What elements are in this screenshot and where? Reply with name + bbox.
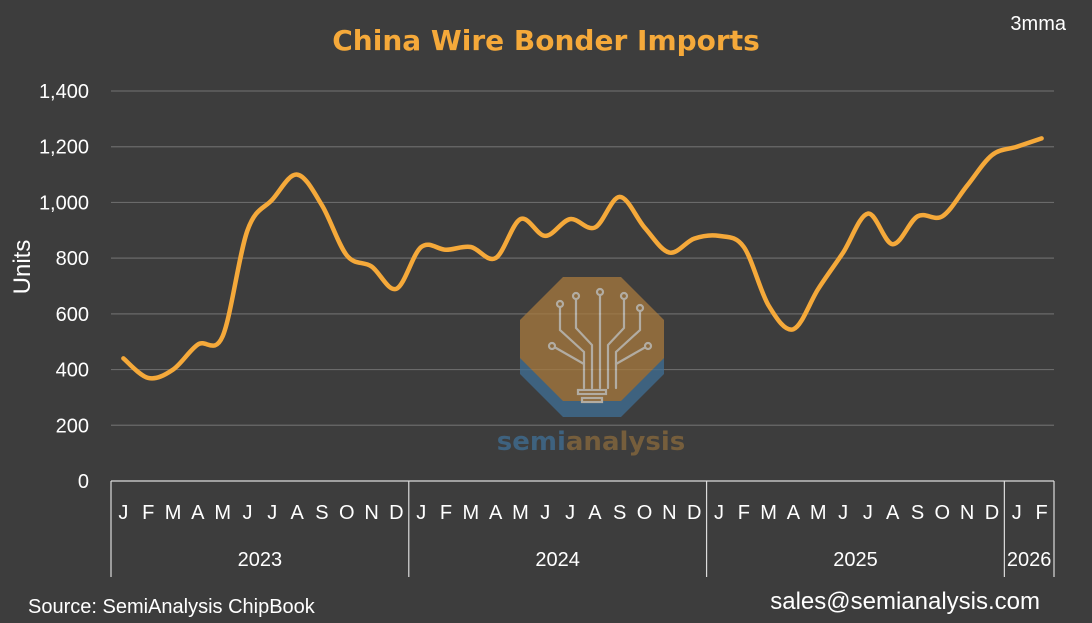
year-tick-label: 2026	[1007, 549, 1052, 571]
y-tick-label: 1,000	[39, 192, 89, 214]
chart-title: China Wire Bonder Imports	[332, 24, 760, 57]
circuit-tree-icon	[547, 287, 653, 404]
watermark-text-semi: semi	[497, 427, 566, 457]
month-tick-label: J	[565, 502, 575, 524]
month-tick-label: D	[985, 502, 999, 524]
y-axis-label: Units	[9, 240, 36, 295]
month-tick-label: A	[588, 502, 602, 524]
month-tick-label: A	[489, 502, 503, 524]
month-tick-label: J	[267, 502, 277, 524]
month-tick-label: J	[242, 502, 252, 524]
y-tick-label: 800	[56, 248, 89, 270]
month-tick-label: M	[214, 502, 231, 524]
source-note: Source: SemiAnalysis ChipBook	[28, 596, 316, 618]
month-tick-label: M	[760, 502, 777, 524]
month-tick-label: D	[687, 502, 701, 524]
month-tick-label: F	[738, 502, 750, 524]
watermark-text-analysis: analysis	[566, 427, 685, 457]
month-tick-label: F	[440, 502, 452, 524]
month-tick-label: J	[1012, 502, 1022, 524]
contact-email: sales@semianalysis.com	[770, 588, 1040, 615]
month-tick-label: A	[290, 502, 304, 524]
y-tick-label: 1,400	[39, 81, 89, 103]
y-tick-label: 1,200	[39, 137, 89, 159]
month-tick-label: D	[389, 502, 403, 524]
month-tick-label: N	[960, 502, 974, 524]
smoothing-note: 3mma	[1010, 13, 1066, 35]
year-tick-label: 2023	[238, 549, 283, 571]
month-tick-label: M	[462, 502, 479, 524]
month-tick-label: A	[787, 502, 801, 524]
y-tick-label: 600	[56, 304, 89, 326]
watermark-badge	[520, 277, 664, 401]
month-tick-label: S	[911, 502, 924, 524]
month-tick-label: M	[512, 502, 529, 524]
month-tick-label: F	[142, 502, 154, 524]
year-tick-label: 2025	[833, 549, 878, 571]
month-tick-label: O	[935, 502, 951, 524]
year-tick-label: 2024	[535, 549, 580, 571]
month-tick-label: O	[637, 502, 653, 524]
month-tick-label: J	[416, 502, 426, 524]
series-line	[121, 136, 1044, 381]
y-tick-label: 200	[56, 415, 89, 437]
month-tick-label: M	[165, 502, 182, 524]
month-tick-label: S	[613, 502, 626, 524]
month-tick-label: J	[118, 502, 128, 524]
y-tick-label: 400	[56, 360, 89, 382]
month-tick-label: N	[364, 502, 378, 524]
watermark-text: semianalysis	[497, 427, 685, 457]
month-tick-label: A	[886, 502, 900, 524]
y-tick-label: 0	[78, 471, 89, 493]
month-tick-label: S	[315, 502, 328, 524]
month-tick-label: N	[662, 502, 676, 524]
month-tick-label: M	[810, 502, 827, 524]
y-tick-labels: 0 200 400 600 800 1,000 1,200 1,400	[39, 81, 89, 493]
month-tick-label: F	[1035, 502, 1047, 524]
month-tick-label: J	[838, 502, 848, 524]
month-tick-label: O	[339, 502, 355, 524]
month-tick-label: J	[714, 502, 724, 524]
x-axis: J F M A M J J A S O N D J F M A M J J A S O N D J F M A M J J A S O N D J F20…	[110, 480, 1055, 577]
month-tick-label: A	[191, 502, 205, 524]
month-tick-label: J	[540, 502, 550, 524]
watermark-logo: semianalysis	[497, 277, 685, 457]
month-tick-label: J	[863, 502, 873, 524]
